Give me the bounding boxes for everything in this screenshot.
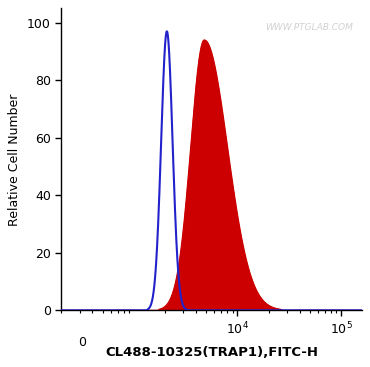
Text: 0: 0 bbox=[78, 336, 87, 349]
Y-axis label: Relative Cell Number: Relative Cell Number bbox=[9, 93, 21, 225]
X-axis label: CL488-10325(TRAP1),FITC-H: CL488-10325(TRAP1),FITC-H bbox=[105, 346, 318, 359]
Text: WWW.PTGLAB.COM: WWW.PTGLAB.COM bbox=[266, 23, 353, 32]
